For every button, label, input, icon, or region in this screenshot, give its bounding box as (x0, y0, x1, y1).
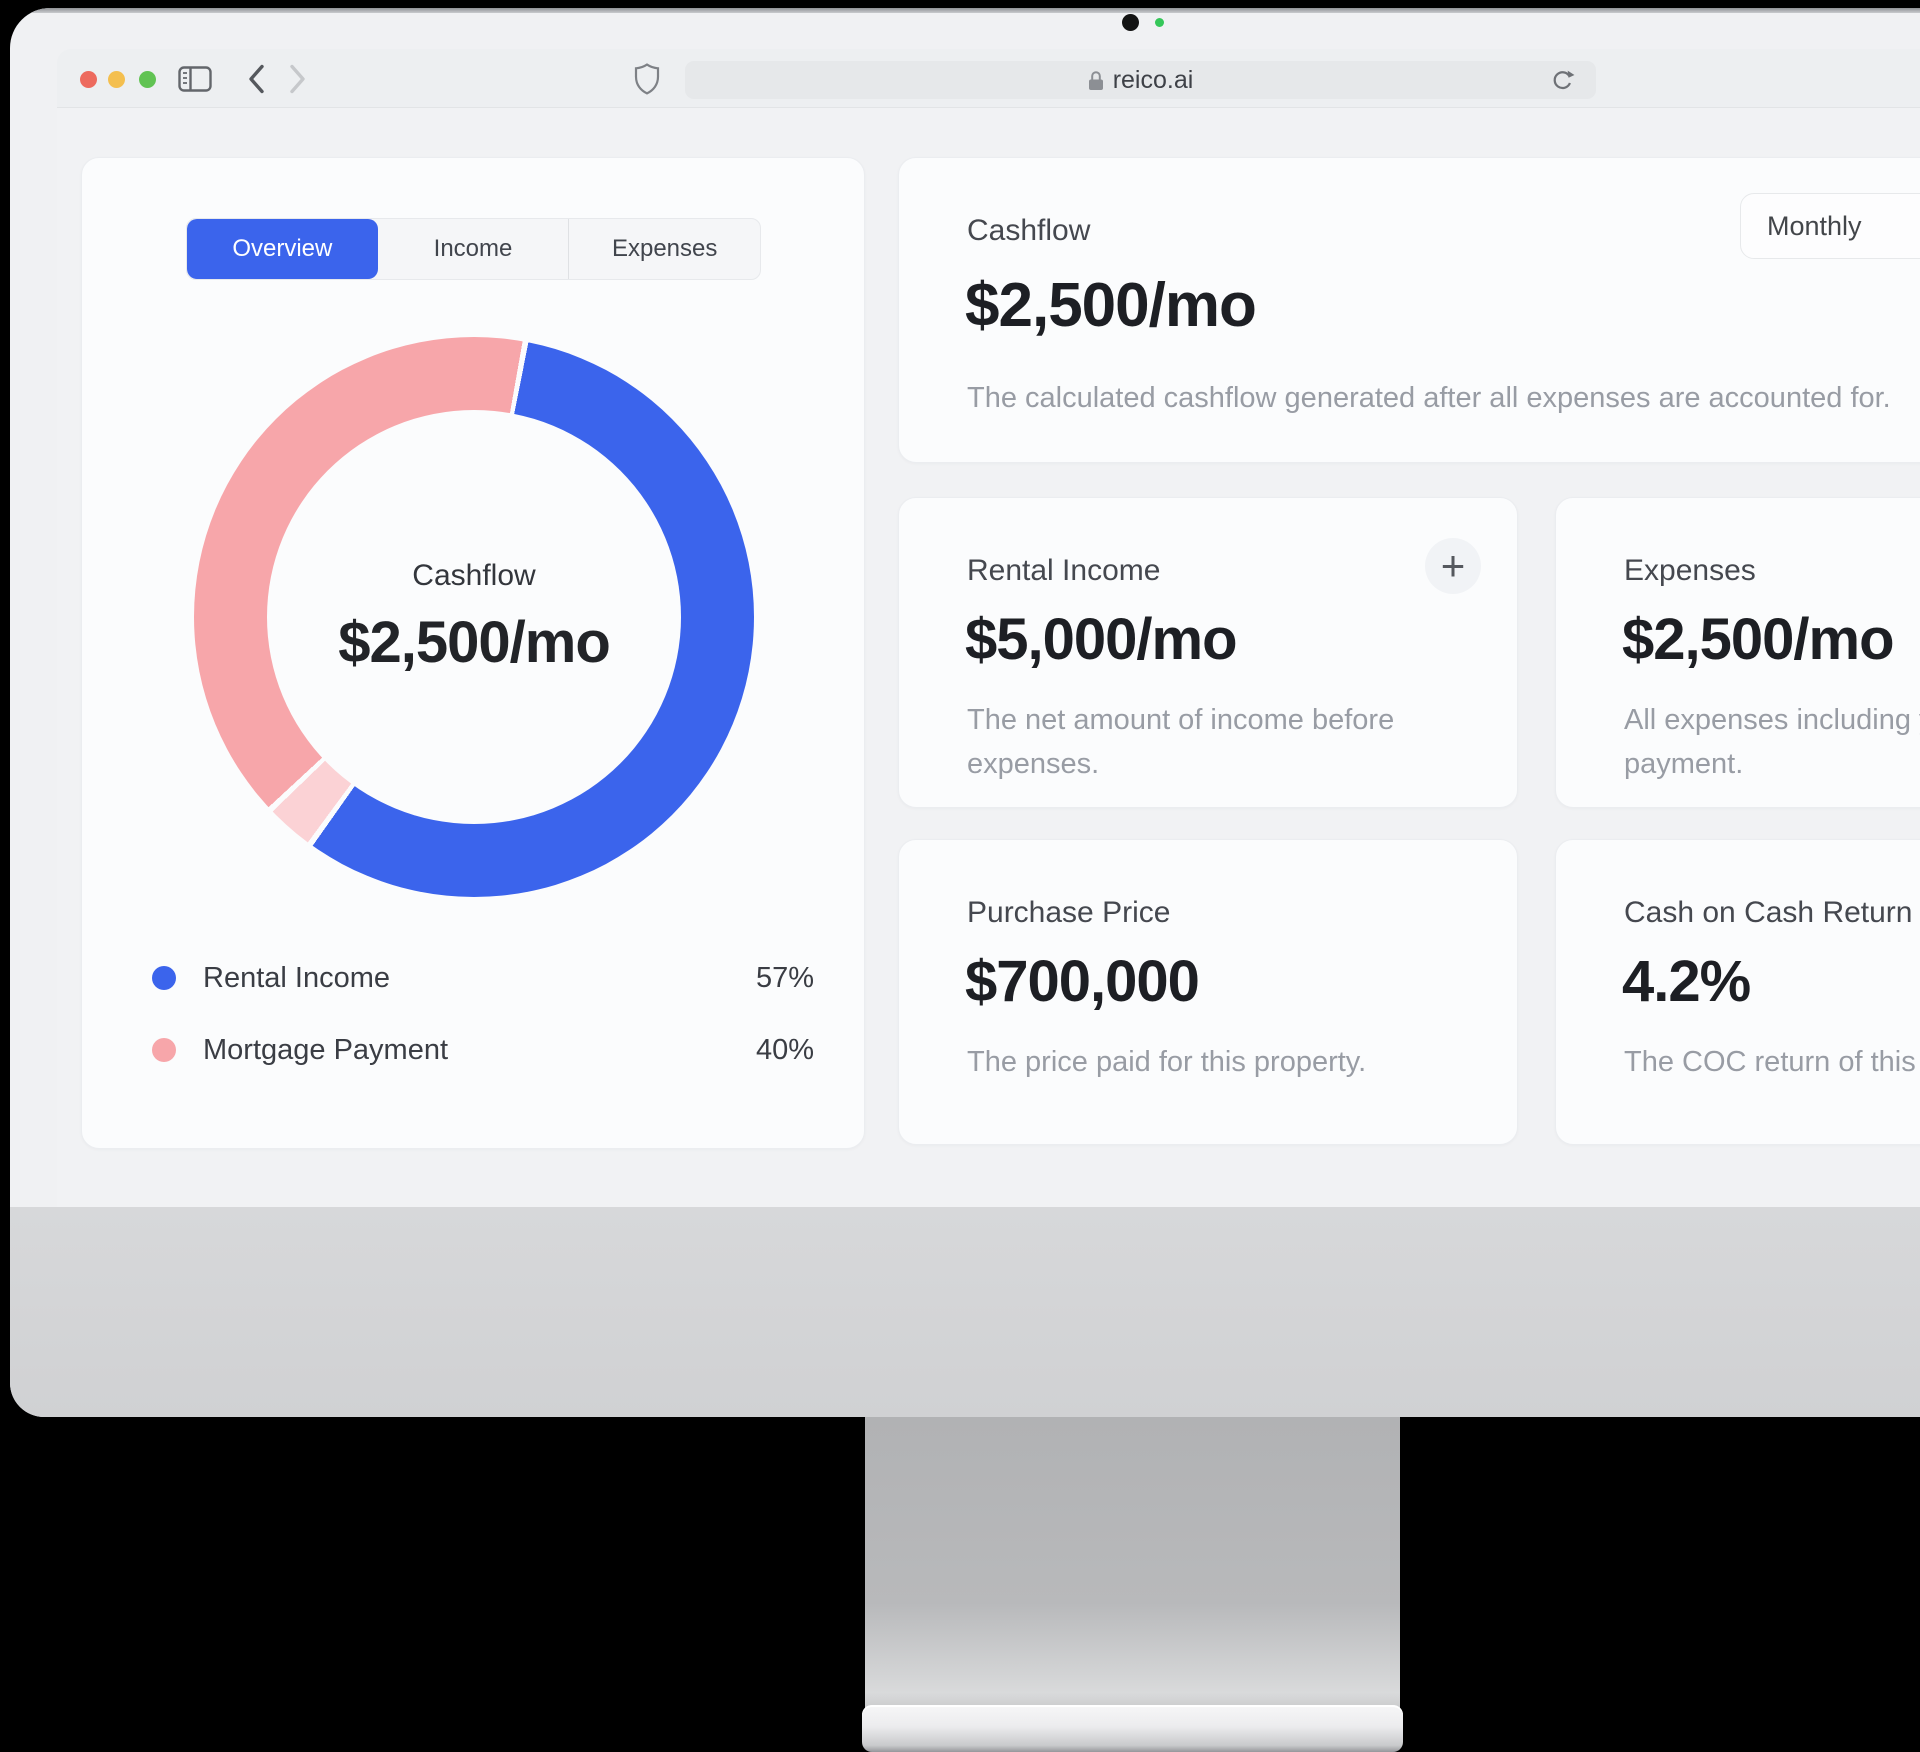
legend-item-mortgage-payment: Mortgage Payment 40% (152, 1030, 814, 1070)
purchase-price-card-value: $700,000 (965, 949, 1200, 1014)
monitor-camera-dot (1122, 14, 1139, 31)
legend-item-rental-income: Rental Income 57% (152, 958, 814, 998)
legend-value: 40% (755, 1033, 814, 1066)
cashflow-card-description: The calculated cashflow generated after … (967, 382, 1891, 414)
add-income-button[interactable]: + (1425, 538, 1481, 594)
expenses-card-value: $2,500/mo (1622, 607, 1895, 672)
address-bar[interactable]: reico.ai (685, 61, 1596, 99)
legend-dot-rental-income (152, 966, 176, 990)
tab-bar: Overview Income Expenses (186, 218, 761, 280)
plus-icon: + (1440, 542, 1466, 589)
rental-income-card-title: Rental Income (967, 554, 1161, 587)
minimize-window-button[interactable] (108, 71, 125, 88)
forward-icon[interactable] (285, 62, 309, 96)
url-text: reico.ai (1112, 65, 1194, 94)
expenses-card-description: All expenses including your payment. (1624, 704, 1920, 780)
back-icon[interactable] (245, 62, 269, 96)
rental-income-card-description: The net amount of income before expenses… (967, 704, 1395, 780)
monitor-stand-base (862, 1705, 1403, 1752)
monitor-frame: reico.ai Overview Income Expense (10, 8, 1920, 1417)
cashflow-card: Cashflow Monthly $2,500/mo The calculate… (898, 157, 1920, 463)
close-window-button[interactable] (80, 71, 97, 88)
expenses-card: Expenses $2,500/mo All expenses includin… (1555, 497, 1920, 808)
period-select-button[interactable]: Monthly (1740, 193, 1920, 259)
cashflow-card-value: $2,500/mo (965, 271, 1257, 340)
lock-icon (1088, 70, 1104, 91)
privacy-shield-icon[interactable] (634, 63, 660, 95)
cash-on-cash-card-value: 4.2% (1622, 949, 1751, 1014)
rental-income-card: Rental Income + $5,000/mo The net amount… (898, 497, 1518, 808)
legend-label: Rental Income (203, 961, 390, 994)
purchase-price-card: Purchase Price $700,000 The price paid f… (898, 839, 1518, 1145)
dashboard-page: Overview Income Expenses Cashflow $2,500… (57, 108, 1920, 1207)
purchase-price-card-title: Purchase Price (967, 896, 1171, 929)
cashflow-donut-chart: Cashflow $2,500/mo (194, 337, 754, 897)
expenses-card-title: Expenses (1624, 554, 1756, 587)
sidebar-toggle-icon[interactable] (178, 66, 212, 92)
refresh-icon[interactable] (1549, 67, 1576, 99)
donut-center: Cashflow $2,500/mo (267, 410, 681, 824)
browser-toolbar: reico.ai (57, 49, 1920, 108)
camera-indicator-light (1155, 18, 1164, 27)
tab-expenses[interactable]: Expenses (568, 219, 760, 279)
legend-label: Mortgage Payment (203, 1033, 449, 1066)
tab-overview[interactable]: Overview (187, 219, 378, 279)
cash-on-cash-card-title: Cash on Cash Return (1624, 896, 1913, 929)
purchase-price-card-description: The price paid for this property. (967, 1046, 1367, 1078)
monitor-stand (865, 1417, 1400, 1717)
monitor-chin (10, 1207, 1920, 1417)
rental-income-card-value: $5,000/mo (965, 607, 1238, 672)
browser-window: reico.ai Overview Income Expense (57, 49, 1920, 1207)
legend-dot-mortgage-payment (152, 1038, 176, 1062)
chart-panel: Overview Income Expenses Cashflow $2,500… (81, 157, 865, 1149)
cashflow-card-title: Cashflow (967, 214, 1091, 247)
cash-on-cash-card-description: The COC return of this inve (1624, 1046, 1920, 1078)
cash-on-cash-card: Cash on Cash Return 4.2% The COC return … (1555, 839, 1920, 1145)
zoom-window-button[interactable] (139, 71, 156, 88)
donut-center-value: $2,500/mo (338, 609, 611, 675)
donut-center-label: Cashflow (412, 558, 536, 592)
tab-income[interactable]: Income (433, 235, 513, 262)
legend-value: 57% (755, 961, 814, 994)
